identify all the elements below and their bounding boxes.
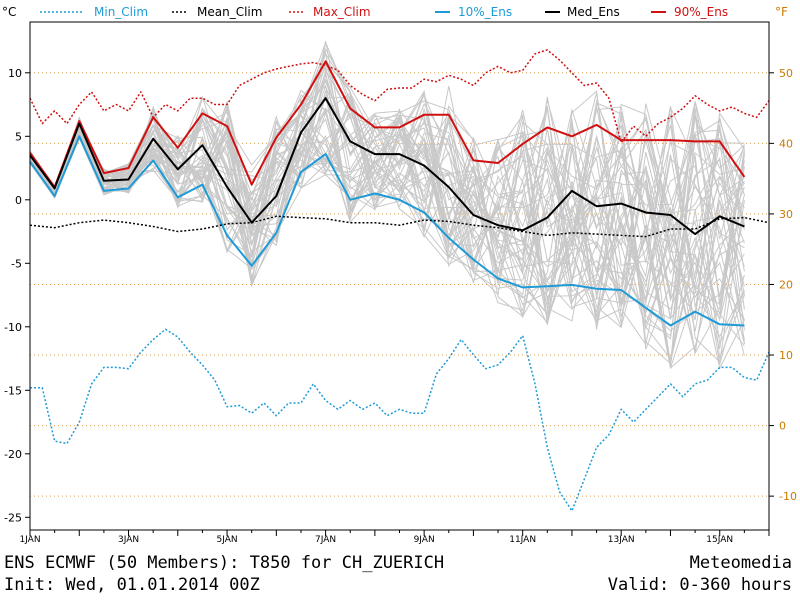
ensemble-member-line (29, 100, 745, 296)
y-tick-label: -25 (4, 511, 22, 524)
series-line-10-ens (29, 135, 745, 327)
series-line-med-ens (29, 97, 745, 236)
x-tick-label: 15JAN (706, 535, 733, 545)
x-tick-label: 5JAN (217, 535, 238, 545)
ensemble-member-line (29, 106, 745, 367)
f-tick-label: 40 (779, 137, 793, 150)
series-lines (29, 49, 770, 512)
ensemble-member-line (29, 48, 745, 352)
f-tick-label: -10 (779, 490, 797, 503)
footer-title: ENS ECMWF (50 Members): T850 for CH_ZUER… (4, 553, 445, 573)
legend-label-med-ens: Med_Ens (567, 5, 620, 19)
ensemble-member-line (29, 92, 745, 316)
ensemble-member-line (29, 93, 745, 323)
ensemble-member-line (29, 105, 745, 313)
legend-label-90-ens: 90%_Ens (674, 5, 728, 19)
y-tick-label: 0 (15, 194, 22, 207)
f-tick-label: 0 (779, 420, 786, 433)
legend-label-mean-clim: Mean_Clim (197, 5, 262, 19)
x-tick-label: 1JAN (19, 535, 40, 545)
ensemble-member-line (29, 66, 745, 365)
y-tick-label: -5 (11, 257, 22, 270)
legend-label-min-clim: Min_Clim (94, 5, 148, 19)
series-line-90-ens (29, 60, 746, 189)
ensemble-member-line (29, 107, 745, 364)
y-tick-label: -15 (4, 384, 22, 397)
ensemble-member-line (29, 70, 745, 345)
x-tick-label: 7JAN (315, 535, 336, 545)
y-tick-label: -20 (4, 448, 22, 461)
f-tick-label: 10 (779, 349, 793, 362)
ensemble-member-line (29, 68, 745, 321)
x-tick-label: 9JAN (414, 535, 435, 545)
series-line-min-clim (30, 328, 770, 512)
x-tick-label: 13JAN (608, 535, 635, 545)
y-tick-label: 5 (15, 130, 22, 143)
ensemble-member-line (29, 84, 745, 321)
legend-label-10-ens: 10%_Ens (458, 5, 512, 19)
ensemble-member-line (29, 84, 745, 316)
footer-source: Meteomedia (689, 553, 792, 573)
y-tick-label: 10 (8, 67, 22, 80)
footer-valid: Valid: 0-360 hours (607, 575, 792, 595)
y-tick-label: -10 (4, 321, 22, 334)
f-tick-label: 20 (779, 278, 793, 291)
series-line-max-clim (29, 49, 770, 144)
footer-init: Init: Wed, 01.01.2014 00Z (4, 575, 260, 595)
ensemble-member-line (29, 89, 745, 347)
f-tick-label: 50 (779, 67, 793, 80)
chart-legend: °C Min_Clim Mean_Clim Max_Clim 10%_Ens M… (2, 5, 788, 19)
x-tick-label: 3JAN (118, 535, 139, 545)
legend-label-max-clim: Max_Clim (313, 5, 371, 19)
ensemble-member-line (29, 40, 745, 330)
fahrenheit-unit-label: °F (775, 5, 788, 19)
series-line-mean-clim (29, 215, 770, 238)
f-tick-label: 30 (779, 208, 793, 221)
celsius-unit-label: °C (2, 5, 16, 19)
x-tick-label: 11JAN (509, 535, 536, 545)
